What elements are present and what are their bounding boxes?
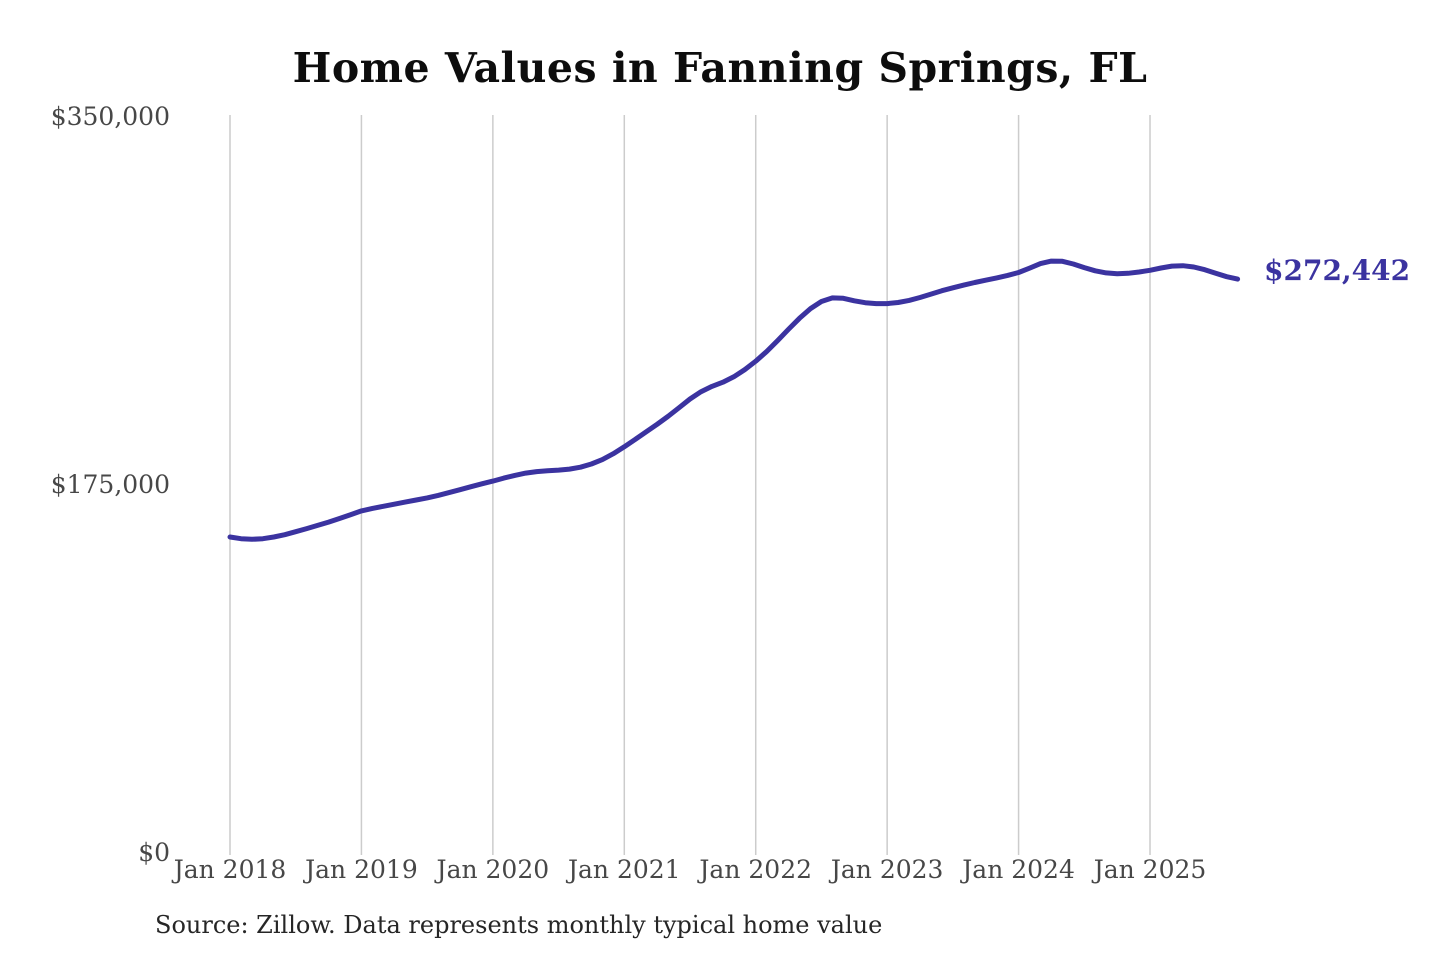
y-tick-350000: $350,000 <box>51 102 170 131</box>
chart-title: Home Values in Fanning Springs, FL <box>292 44 1148 92</box>
x-tick-jan-2023: Jan 2023 <box>828 855 944 884</box>
year-gridlines <box>229 115 1151 855</box>
home-value-line <box>227 258 1241 542</box>
x-axis-tick-labels: Jan 2018 Jan 2019 Jan 2020 Jan 2021 Jan 2022… <box>171 855 1207 884</box>
x-tick-jan-2021: Jan 2021 <box>565 855 681 884</box>
x-tick-jan-2025: Jan 2025 <box>1091 855 1207 884</box>
y-tick-175000: $175,000 <box>51 470 170 499</box>
x-tick-jan-2020: Jan 2020 <box>434 855 550 884</box>
y-tick-0: $0 <box>138 838 170 867</box>
source-note: Source: Zillow. Data represents monthly … <box>155 911 883 939</box>
x-tick-jan-2018: Jan 2018 <box>171 855 287 884</box>
current-value-label: $272,442 <box>1264 254 1411 287</box>
x-tick-jan-2019: Jan 2019 <box>302 855 418 884</box>
x-tick-jan-2024: Jan 2024 <box>959 855 1075 884</box>
y-axis-tick-labels: $350,000 $175,000 $0 <box>51 102 170 867</box>
x-tick-jan-2022: Jan 2022 <box>696 855 812 884</box>
